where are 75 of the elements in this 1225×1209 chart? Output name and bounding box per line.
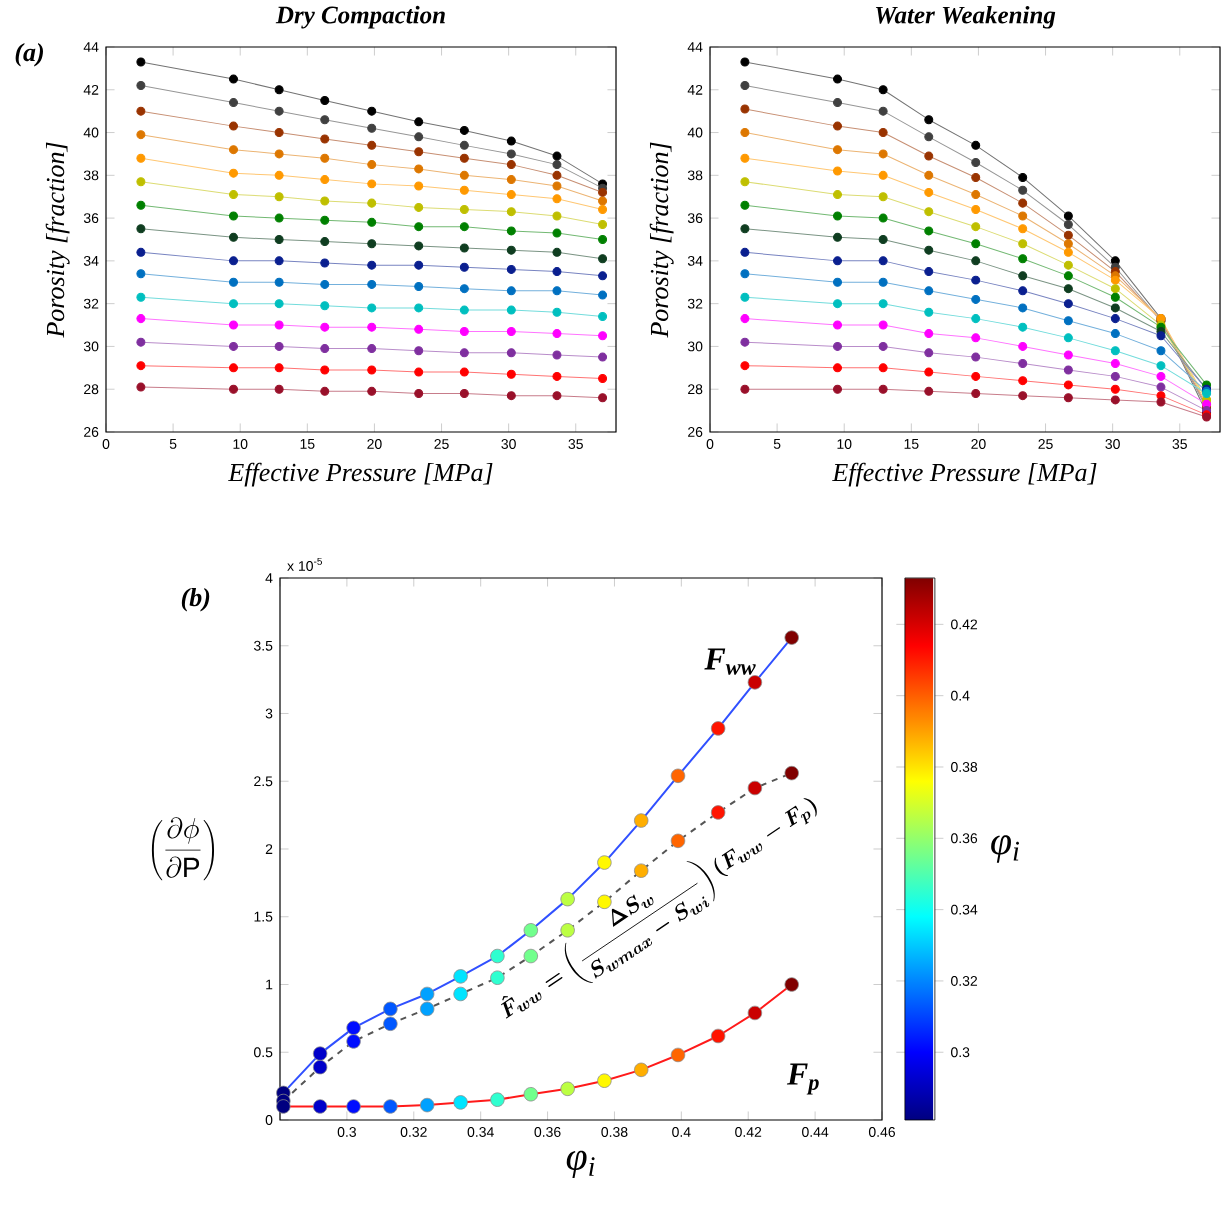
y-tick-label: 40: [83, 127, 99, 138]
y-tick-label: 36: [83, 213, 99, 224]
y-tick-label: 42: [687, 84, 703, 95]
text: x 10$^{-5}$: [287, 557, 322, 571]
color-bar-label: 0.34: [951, 904, 978, 915]
y-tick-label: 40: [687, 127, 703, 138]
y-tick-label: 30: [687, 341, 703, 352]
x-tick-label: 15: [300, 439, 315, 449]
x-tick-label: 0.42: [735, 1127, 762, 1137]
x-tick-label: 35: [1172, 439, 1187, 449]
y-tick-label: 42: [83, 84, 99, 95]
y-tick-label: 38: [687, 170, 703, 181]
x-tick-label: 25: [434, 439, 449, 449]
x-tick-label: 5: [169, 439, 177, 449]
y-tick-label: 28: [84, 384, 99, 395]
y-tick-label: 32: [687, 298, 703, 309]
x-tick-label: 20: [971, 439, 986, 449]
x-tick-label: 35: [568, 439, 583, 449]
y-tick-label: 3: [265, 708, 273, 719]
series-label: F$_{ww}$: [704, 648, 756, 675]
y-tick-label: 26: [688, 427, 703, 437]
y-tick-label: 0.5: [254, 1047, 273, 1058]
y-tick-label: 38: [83, 170, 99, 181]
x-axis-title: Effective Pressure [MPa]: [228, 462, 493, 487]
x-tick-label: 25: [1038, 439, 1053, 449]
x-tick-label: 15: [904, 439, 919, 449]
y-tick-label: 44: [687, 42, 703, 52]
x-tick-label: 0.34: [467, 1127, 494, 1137]
color-bar-label: 0.42: [951, 619, 978, 630]
y-tick-label: 34: [83, 255, 99, 266]
y-tick-label: 2: [265, 844, 273, 854]
y-tick-label: 0: [265, 1115, 273, 1125]
y-tick-label: 32: [83, 298, 99, 309]
color-bar-label: 0.4: [951, 690, 970, 701]
x-tick-label: 0.32: [400, 1127, 427, 1137]
y-tick-label: 30: [83, 341, 99, 352]
x-tick-label: 0.36: [534, 1127, 561, 1137]
x-tick-label: 0: [102, 439, 110, 449]
x-tick-label: 0.3: [337, 1127, 356, 1137]
x-tick-label: 10: [837, 439, 852, 449]
y-tick-label: 44: [83, 42, 99, 52]
y-tick-label: 1: [266, 979, 273, 990]
x-tick-label: 0.46: [868, 1127, 895, 1137]
y-tick-label: 4: [265, 573, 273, 583]
y-tick-label: 3.5: [254, 640, 273, 651]
y-axis-title: Porosity [fraction]: [45, 142, 70, 338]
color-bar-label: 0.3: [951, 1047, 970, 1058]
y-tick-label: 34: [687, 255, 703, 266]
x-axis-title: φ$_{i}$: [566, 1150, 595, 1179]
color-bar-title: φ$_{i}$: [991, 835, 1020, 863]
y-tick-label: 28: [688, 384, 703, 395]
y-axis-title: Porosity [fraction]: [649, 142, 674, 338]
y-tick-label: 36: [687, 213, 703, 224]
x-tick-label: 0.44: [802, 1127, 829, 1137]
x-tick-label: 0: [706, 439, 714, 449]
y-tick-label: 1.5: [254, 911, 273, 922]
text: (a): [15, 42, 43, 67]
y-tick-label: 26: [84, 427, 99, 437]
color-bar-label: 0.38: [951, 762, 978, 772]
x-tick-label: 0.38: [601, 1127, 628, 1137]
y-tick-label: 2.5: [254, 776, 273, 787]
x-tick-label: 30: [501, 439, 516, 449]
chart-title: Dry Compaction: [275, 5, 445, 29]
x-axis-title: Effective Pressure [MPa]: [832, 462, 1097, 487]
x-tick-label: 10: [233, 439, 248, 449]
x-tick-label: 30: [1105, 439, 1120, 449]
text: (b): [181, 587, 210, 612]
y-axis-title: $\left(\frac{\partial\phi}{\partial \mathrm{P}}\right)$: [151, 817, 215, 881]
series-label: F$_{p}$: [786, 1063, 819, 1095]
x-tick-label: 5: [773, 439, 781, 449]
chart-title: Water Weakening: [875, 5, 1056, 29]
x-tick-label: 20: [367, 439, 382, 449]
color-bar-label: 0.36: [951, 833, 978, 844]
x-tick-label: 0.4: [672, 1127, 691, 1137]
color-bar-label: 0.32: [951, 976, 978, 986]
